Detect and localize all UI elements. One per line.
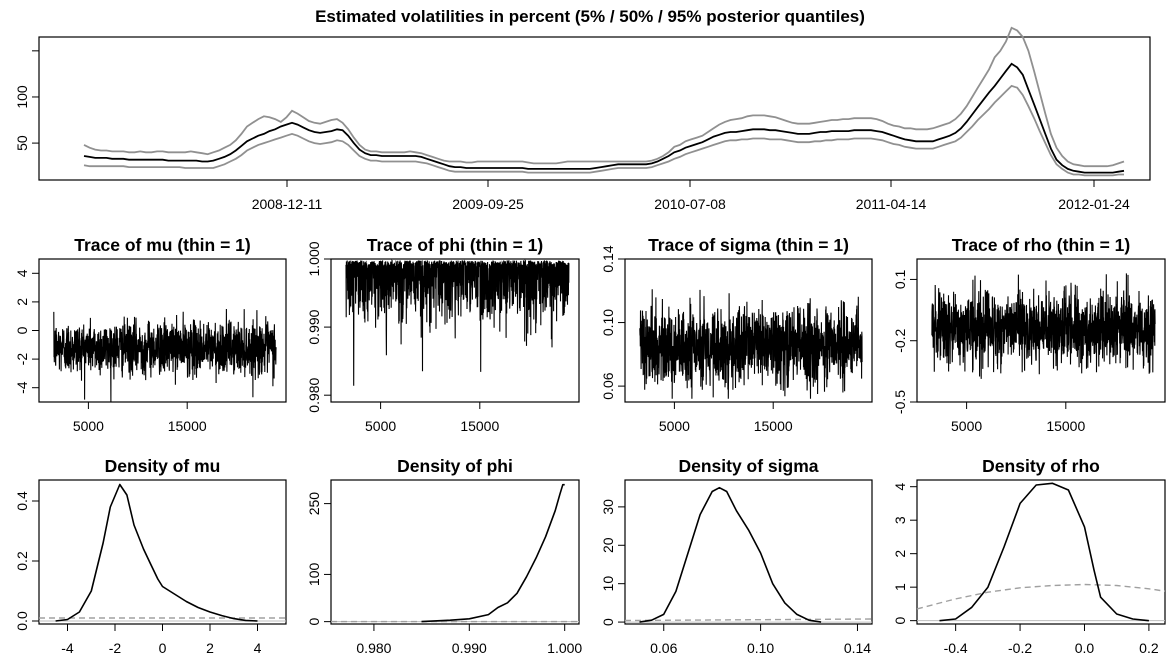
y-tick-label: 0.4 [14,491,30,511]
y-tick-label: 0.14 [600,245,616,272]
x-tick-label: 0.0 [1075,640,1095,656]
x-tick-label: 0.980 [356,640,391,656]
y-tick-label: 0.1 [892,269,908,289]
x-tick-label: 5000 [659,418,690,434]
y-tick-label: 20 [600,537,616,553]
panel-title: Trace of phi (thin = 1) [367,235,543,255]
y-tick-label: 50 [14,135,30,151]
panel-title: Density of rho [982,456,1100,476]
y-tick-label: 10 [600,576,616,592]
x-tick-label: 5000 [73,418,104,434]
y-tick-label: 0.2 [14,551,30,571]
y-tick-label: 100 [306,563,322,587]
y-tick-label: -0.5 [892,390,908,414]
y-tick-label: 1 [892,583,908,591]
y-tick-label: 2 [892,550,908,558]
y-tick-label: 0.980 [306,377,322,412]
x-tick-label: -0.4 [944,640,968,656]
y-tick-label: -4 [14,381,30,394]
x-tick-label: 2011-04-14 [856,196,927,212]
x-tick-label: 15000 [1046,418,1085,434]
x-tick-label: 15000 [754,418,793,434]
panel-title: Trace of sigma (thin = 1) [648,235,849,255]
y-tick-label: 0.0 [14,611,30,631]
figure-title: Estimated volatilities in percent (5% / … [315,7,865,26]
y-tick-label: -2 [14,353,30,366]
y-tick-label: 4 [892,483,908,491]
panel-title: Density of sigma [678,456,818,476]
panel-title: Density of phi [397,456,513,476]
x-tick-label: 0.10 [747,640,774,656]
x-tick-label: 4 [254,640,262,656]
x-tick-label: 2 [206,640,214,656]
y-tick-label: 1.000 [306,241,322,276]
y-tick-label: 0 [892,617,908,625]
x-tick-label: -2 [109,640,122,656]
y-tick-label: 30 [600,499,616,515]
y-tick-label: 2 [14,298,30,306]
x-tick-label: 5000 [951,418,982,434]
x-tick-label: 0.990 [452,640,487,656]
x-tick-label: -4 [61,640,74,656]
x-tick-label: 15000 [460,418,499,434]
y-tick-label: 100 [14,85,30,109]
x-tick-label: 5000 [365,418,396,434]
panel-title: Trace of mu (thin = 1) [74,235,251,255]
panel-title: Trace of rho (thin = 1) [952,235,1130,255]
x-tick-label: 2008-12-11 [252,196,323,212]
x-tick-label: 0.14 [844,640,871,656]
y-tick-label: 0 [306,618,322,626]
y-tick-label: 250 [306,492,322,516]
y-tick-label: -0.2 [892,328,908,352]
x-tick-label: 0.2 [1139,640,1159,656]
x-tick-label: -0.2 [1008,640,1032,656]
y-tick-label: 4 [14,269,30,277]
y-tick-label: 0.10 [600,309,616,336]
y-tick-label: 0.06 [600,372,616,399]
x-tick-label: 15000 [168,418,207,434]
x-tick-label: 1.000 [547,640,582,656]
y-tick-label: 0 [14,326,30,334]
panel-title: Density of mu [105,456,221,476]
x-tick-label: 0 [159,640,167,656]
x-tick-label: 2009-09-25 [452,196,524,212]
y-tick-label: 0 [600,618,616,626]
x-tick-label: 2012-01-24 [1058,196,1130,212]
x-tick-label: 0.06 [650,640,677,656]
x-tick-label: 2010-07-08 [654,196,726,212]
y-tick-label: 3 [892,516,908,524]
y-tick-label: 0.990 [306,309,322,344]
